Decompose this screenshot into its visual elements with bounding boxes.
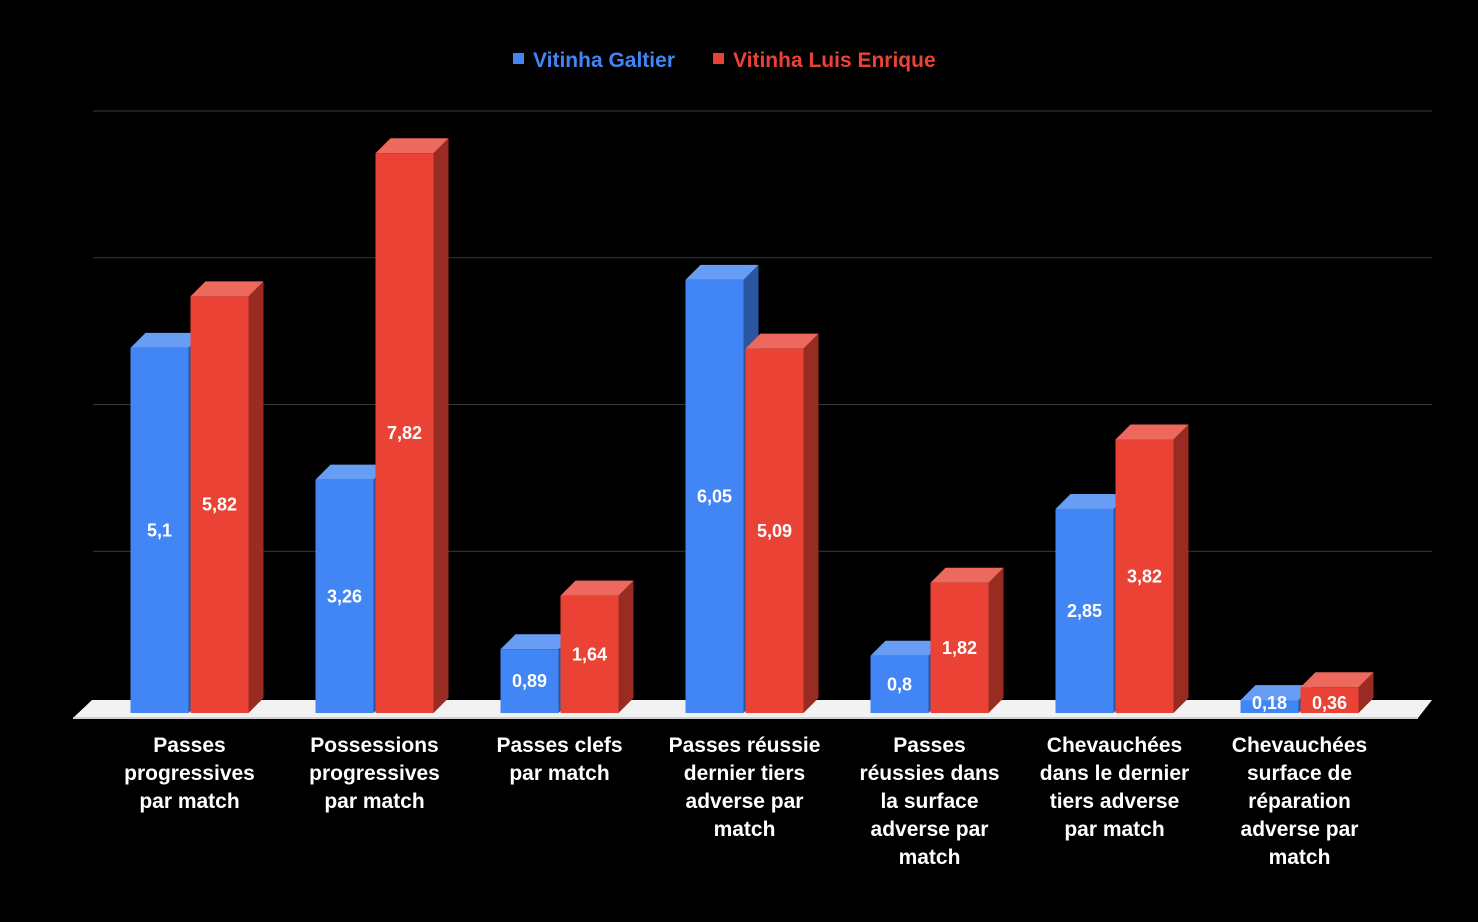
bar-top (1115, 424, 1189, 440)
data-label: 0,18 (1252, 693, 1287, 713)
bar (1115, 439, 1174, 713)
bar-side (1173, 424, 1189, 713)
bar-top (1300, 672, 1374, 688)
bar-side (1358, 672, 1374, 713)
category-label: Chevauchées (1047, 734, 1182, 757)
category-label: réparation (1248, 790, 1351, 813)
bar-top (745, 333, 819, 349)
bar (1300, 687, 1359, 713)
category-label: par match (139, 790, 239, 813)
category-label: par match (1064, 818, 1164, 841)
bar-side (248, 281, 264, 713)
category-label: progressives (124, 762, 255, 785)
data-label: 5,82 (202, 495, 237, 515)
category-label: Possessions (310, 734, 438, 757)
category-label: Passes clefs (496, 734, 622, 757)
bar (745, 348, 804, 713)
bar (130, 347, 189, 713)
bar-top (870, 640, 944, 656)
bar-top (685, 264, 759, 280)
category-label: par match (509, 762, 609, 785)
data-label: 6,05 (697, 486, 732, 506)
bar-side (433, 138, 449, 713)
category-label: match (714, 818, 776, 841)
bar-top (1055, 493, 1129, 509)
data-label: 0,36 (1312, 693, 1347, 713)
data-label: 2,85 (1067, 601, 1102, 621)
bar (375, 153, 434, 713)
category-label: match (1269, 846, 1331, 869)
category-label: adverse par (1241, 818, 1359, 841)
bar (930, 582, 989, 713)
category-label: progressives (309, 762, 440, 785)
category-label: adverse par (871, 818, 989, 841)
category-label: dans le dernier (1040, 762, 1189, 785)
data-label: 5,09 (757, 521, 792, 541)
category-label: la surface (880, 790, 978, 813)
bar-side (618, 580, 634, 713)
bar (315, 479, 374, 713)
category-label: Passes (893, 734, 965, 757)
bar (685, 279, 744, 713)
bar (870, 655, 929, 713)
bar (560, 595, 619, 713)
data-label: 3,26 (327, 586, 362, 606)
bar-top (315, 464, 389, 480)
legend-label: Vitinha Galtier (533, 49, 675, 72)
category-label: surface de (1247, 762, 1352, 785)
legend-label: Vitinha Luis Enrique (733, 49, 936, 72)
bar-side (803, 333, 819, 713)
category-label: tiers adverse (1050, 790, 1180, 813)
bar-top (930, 567, 1004, 583)
data-label: 7,82 (387, 423, 422, 443)
bar (1240, 700, 1299, 713)
bar (190, 296, 249, 713)
data-label: 0,8 (887, 674, 912, 694)
category-label: match (899, 846, 961, 869)
bar-top (375, 138, 449, 154)
data-label: 0,89 (512, 671, 547, 691)
bar-top (130, 332, 204, 348)
bar-side (988, 567, 1004, 713)
category-label: Chevauchées (1232, 734, 1367, 757)
category-label: par match (324, 790, 424, 813)
bar (1055, 508, 1114, 713)
data-label: 5,1 (147, 520, 172, 540)
bar-top (1240, 685, 1314, 701)
legend-swatch (713, 53, 724, 64)
bar-top (190, 281, 264, 297)
bar (500, 649, 559, 713)
bar-top (500, 634, 574, 650)
category-label: dernier tiers (684, 762, 805, 785)
category-label: adverse par (686, 790, 804, 813)
data-label: 1,82 (942, 638, 977, 658)
bar-top (560, 580, 634, 596)
legend-swatch (513, 53, 524, 64)
data-label: 1,64 (572, 644, 607, 664)
category-label: réussies dans (859, 762, 999, 785)
data-label: 3,82 (1127, 566, 1162, 586)
category-label: Passes réussie (669, 734, 821, 757)
category-label: Passes (153, 734, 225, 757)
